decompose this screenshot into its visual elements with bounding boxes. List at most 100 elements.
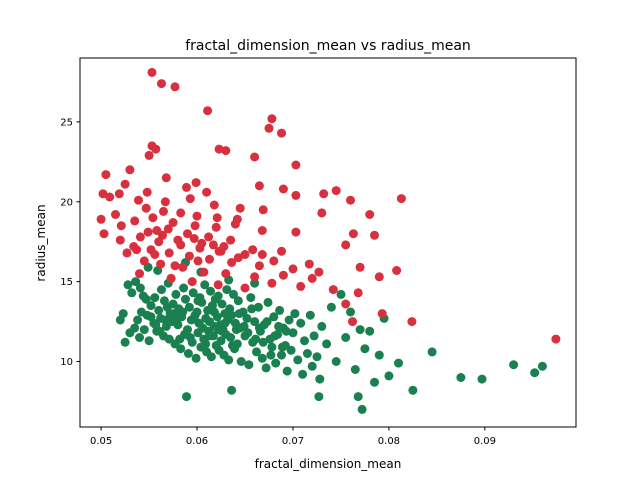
data-point-benign-149 [353, 392, 363, 402]
data-point-malignant-111 [232, 214, 242, 224]
data-point-malignant-61 [341, 240, 351, 250]
data-point-malignant-37 [258, 205, 268, 215]
data-point-benign-76 [226, 333, 236, 342]
x-axis-label: fractal_dimension_mean [255, 457, 402, 471]
data-point-malignant-60 [277, 246, 286, 256]
data-point-benign-82 [233, 296, 243, 306]
data-point-benign-30 [179, 283, 189, 293]
data-point-malignant-74 [178, 262, 188, 272]
data-point-malignant-89 [328, 285, 338, 295]
data-point-benign-102 [271, 358, 281, 368]
data-point-malignant-54 [135, 232, 145, 242]
data-point-malignant-32 [134, 195, 143, 205]
data-point-benign-173 [175, 334, 185, 344]
data-point-benign-116 [300, 336, 309, 346]
data-point-malignant-106 [141, 203, 151, 213]
data-point-malignant-20 [331, 186, 341, 196]
data-point-benign-32 [181, 294, 190, 304]
data-point-benign-160 [123, 280, 133, 290]
data-point-benign-175 [185, 333, 195, 342]
data-point-malignant-49 [291, 227, 301, 237]
data-point-malignant-72 [139, 256, 149, 266]
data-point-malignant-94 [170, 261, 180, 271]
data-point-malignant-97 [233, 253, 243, 263]
data-point-malignant-100 [355, 262, 365, 272]
data-point-benign-172 [172, 315, 182, 325]
data-point-benign-137 [384, 371, 394, 381]
data-point-malignant-108 [176, 208, 186, 218]
data-point-benign-110 [286, 345, 296, 355]
data-point-malignant-12 [250, 152, 260, 162]
data-point-benign-184 [224, 312, 234, 322]
data-point-malignant-86 [240, 283, 250, 293]
data-point-malignant-76 [221, 269, 231, 279]
data-point-benign-11 [150, 293, 160, 303]
data-point-benign-66 [216, 336, 226, 346]
data-point-malignant-3 [203, 106, 213, 116]
y-axis-label: radius_mean [34, 204, 48, 281]
x-tick-label: 0.06 [186, 436, 208, 447]
data-point-malignant-101 [348, 317, 357, 327]
data-point-benign-130 [350, 365, 360, 374]
y-tick-label: 15 [60, 277, 73, 288]
data-point-benign-131 [355, 325, 365, 335]
data-point-benign-180 [209, 307, 219, 317]
data-point-malignant-95 [193, 256, 203, 266]
data-point-malignant-2 [170, 82, 180, 92]
data-point-benign-15 [157, 285, 166, 295]
data-point-malignant-8 [151, 144, 161, 154]
data-point-benign-8 [144, 336, 154, 346]
data-point-benign-28 [176, 344, 186, 354]
data-point-malignant-27 [291, 190, 301, 200]
data-point-benign-144 [530, 368, 540, 378]
data-point-malignant-19 [254, 181, 264, 191]
x-tick-label: 0.08 [378, 436, 400, 447]
data-point-malignant-45 [190, 221, 200, 231]
data-point-benign-147 [227, 385, 237, 395]
data-point-benign-134 [370, 377, 379, 387]
data-point-malignant-40 [96, 214, 106, 224]
data-point-benign-95 [257, 353, 267, 363]
data-point-benign-87 [242, 313, 252, 323]
data-point-benign-89 [246, 293, 256, 303]
data-point-benign-123 [317, 321, 327, 331]
data-point-malignant-124 [189, 234, 199, 243]
data-point-malignant-112 [163, 224, 173, 234]
data-point-benign-146 [182, 392, 191, 402]
data-point-malignant-103 [377, 309, 387, 319]
data-point-malignant-51 [370, 230, 379, 240]
data-point-malignant-91 [115, 235, 125, 245]
data-point-benign-197 [274, 321, 284, 331]
data-point-benign-195 [266, 350, 276, 360]
data-point-benign-168 [155, 326, 165, 336]
points-layer [96, 67, 561, 414]
data-point-benign-192 [254, 323, 264, 333]
data-point-malignant-29 [396, 194, 406, 204]
data-point-malignant-120 [240, 250, 250, 259]
data-point-benign-143 [509, 360, 519, 370]
data-point-malignant-69 [288, 264, 298, 274]
data-point-malignant-14 [125, 165, 135, 175]
data-point-malignant-39 [365, 210, 375, 219]
data-point-benign-126 [331, 357, 341, 366]
data-point-malignant-105 [551, 334, 561, 344]
data-point-benign-199 [281, 326, 291, 336]
data-point-benign-67 [217, 299, 227, 309]
data-point-malignant-48 [257, 226, 267, 235]
data-point-malignant-88 [296, 281, 306, 291]
data-point-malignant-0 [147, 67, 157, 77]
y-tick-label: 25 [60, 117, 73, 128]
data-point-benign-194 [262, 317, 272, 327]
y-tick-label: 20 [60, 197, 73, 208]
data-point-malignant-30 [346, 195, 355, 205]
data-point-malignant-43 [148, 213, 158, 223]
data-point-benign-193 [258, 337, 268, 347]
data-point-benign-142 [477, 374, 487, 384]
data-point-malignant-1 [157, 79, 166, 89]
data-point-malignant-50 [348, 229, 358, 239]
data-point-benign-56 [206, 352, 216, 362]
data-point-malignant-64 [164, 248, 174, 258]
data-point-benign-179 [205, 331, 214, 341]
